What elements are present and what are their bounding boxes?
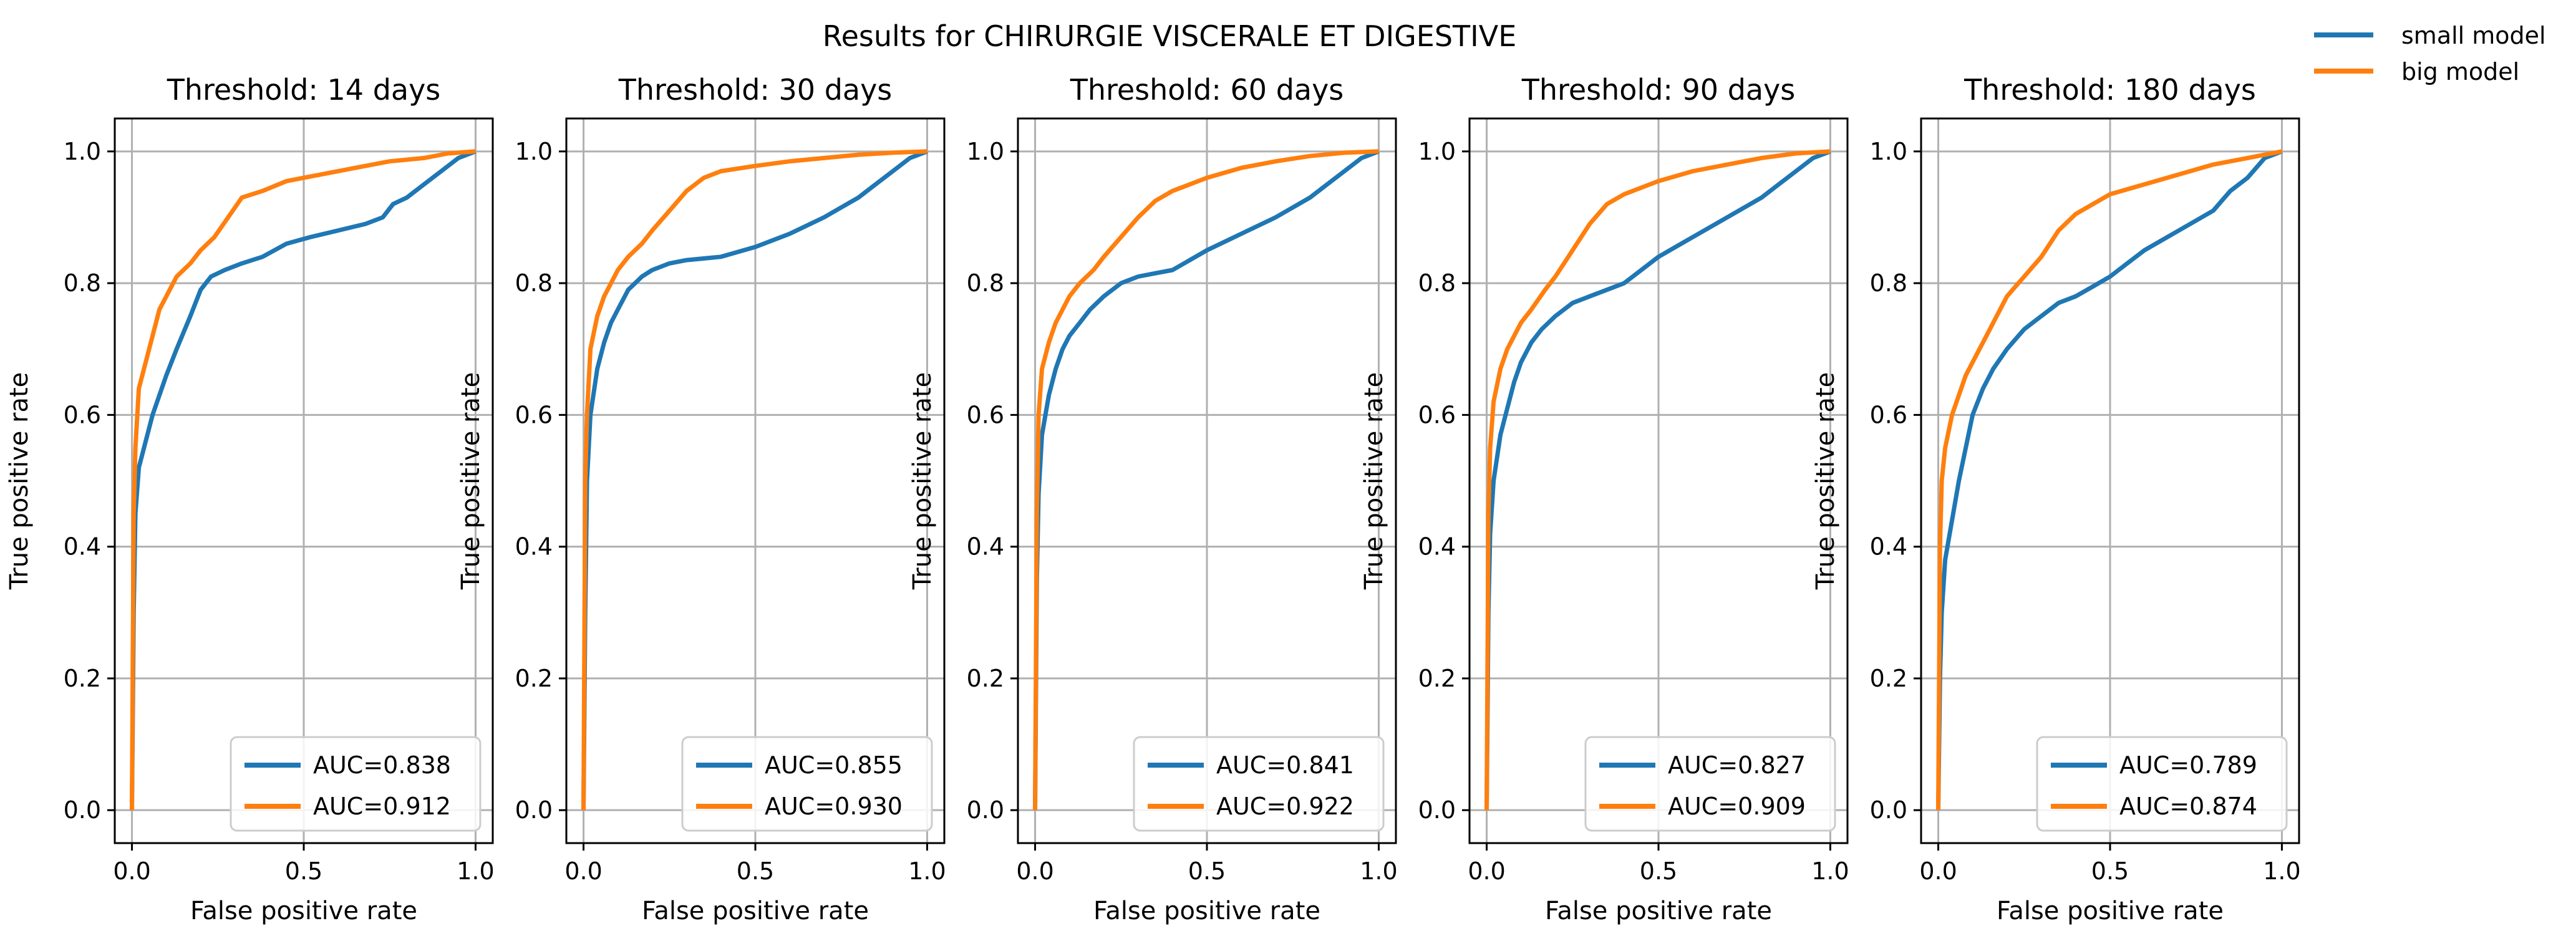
panel-legend: AUC=0.827 AUC=0.909 [1584, 736, 1836, 832]
x-tick-label: 0.0 [113, 857, 150, 885]
legend-big-auc: AUC=0.874 [2119, 793, 2257, 820]
x-tick-label: 0.0 [1016, 857, 1053, 885]
y-tick-label: 0.2 [1418, 665, 1456, 692]
y-tick-label: 0.6 [1418, 401, 1456, 428]
series-big-line [581, 149, 927, 811]
panel-legend: AUC=0.855 AUC=0.930 [681, 736, 933, 832]
series-big-line [130, 149, 476, 811]
y-tick-label: 1.0 [1870, 138, 1907, 165]
legend-small-auc: AUC=0.827 [1668, 751, 1806, 779]
series-small-line [1033, 149, 1380, 811]
series-small-line [581, 149, 928, 811]
y-tick-label: 0.2 [967, 665, 1004, 692]
y-axis-label: True positive rate [1360, 372, 1388, 591]
panel-legend: AUC=0.789 AUC=0.874 [2036, 736, 2288, 832]
series-big-line [1484, 149, 1831, 811]
legend-small-auc: AUC=0.855 [765, 751, 903, 779]
y-tick-label: 0.8 [515, 269, 553, 297]
series-small-line [130, 149, 477, 811]
y-axis-label: True positive rate [1811, 372, 1840, 591]
y-tick-label: 0.2 [515, 665, 553, 692]
x-tick-label: 1.0 [1360, 857, 1397, 885]
x-tick-label: 1.0 [2263, 857, 2300, 885]
x-axis-label: False positive rate [1997, 897, 2224, 925]
panels: 0.0 0.5 1.0 0.0 0.2 0.4 0.6 0.8 1.0 Threshold: 14… [5, 73, 2301, 925]
panel-title: Threshold: 30 days [618, 73, 893, 107]
series-small-line [1484, 149, 1831, 811]
y-tick-label: 1.0 [64, 138, 101, 165]
x-axis-label: False positive rate [190, 897, 417, 925]
series-small-line [1936, 149, 2283, 811]
x-axis-label: False positive rate [642, 897, 869, 925]
legend-small-auc: AUC=0.838 [313, 751, 451, 779]
panel-title: Threshold: 180 days [1963, 73, 2256, 107]
y-tick-label: 0.2 [64, 665, 101, 692]
x-tick-label: 0.0 [1468, 857, 1505, 885]
y-tick-label: 0.6 [967, 401, 1004, 428]
figure-legend-big-label: big model [2401, 58, 2519, 85]
x-tick-label: 0.5 [285, 857, 322, 885]
y-axis-label: True positive rate [5, 372, 34, 591]
x-axis-label: False positive rate [1093, 897, 1320, 925]
y-tick-label: 0.0 [1870, 796, 1907, 824]
legend-big-auc: AUC=0.912 [313, 793, 451, 820]
y-tick-label: 0.4 [967, 533, 1004, 561]
y-tick-label: 0.8 [1870, 269, 1907, 297]
x-tick-label: 0.5 [737, 857, 774, 885]
x-tick-label: 1.0 [908, 857, 946, 885]
series-big-line [1936, 149, 2283, 811]
roc-panel-2: 0.0 0.5 1.0 0.0 0.2 0.4 0.6 0.8 1.0 Threshold: 30… [457, 73, 946, 925]
x-tick-label: 0.5 [1640, 857, 1677, 885]
y-tick-label: 0.4 [515, 533, 553, 561]
panel-title: Threshold: 90 days [1521, 73, 1796, 107]
y-tick-label: 0.6 [515, 401, 553, 428]
figure-legend: small model big model [2314, 22, 2546, 85]
y-tick-label: 0.0 [515, 796, 553, 824]
x-axis-label: False positive rate [1545, 897, 1772, 925]
roc-panel-3: 0.0 0.5 1.0 0.0 0.2 0.4 0.6 0.8 1.0 Threshold: 60… [908, 73, 1398, 925]
figure-suptitle: Results for CHIRURGIE VISCERALE ET DIGES… [823, 19, 1517, 53]
y-tick-label: 0.2 [1870, 665, 1907, 692]
y-tick-label: 1.0 [967, 138, 1004, 165]
x-tick-label: 0.0 [1919, 857, 1957, 885]
x-tick-label: 0.0 [564, 857, 602, 885]
y-axis-label: True positive rate [908, 372, 937, 591]
y-tick-label: 0.4 [1418, 533, 1456, 561]
legend-small-auc: AUC=0.789 [2119, 751, 2257, 779]
roc-panel-4: 0.0 0.5 1.0 0.0 0.2 0.4 0.6 0.8 1.0 Threshold: 90… [1360, 73, 1849, 925]
legend-small-auc: AUC=0.841 [1216, 751, 1354, 779]
x-tick-label: 1.0 [1811, 857, 1849, 885]
series-big-line [1033, 149, 1379, 811]
legend-big-auc: AUC=0.922 [1216, 793, 1354, 820]
y-tick-label: 0.6 [64, 401, 101, 428]
y-tick-label: 0.0 [64, 796, 101, 824]
y-tick-label: 0.4 [1870, 533, 1907, 561]
panel-title: Threshold: 14 days [167, 73, 441, 107]
x-tick-label: 1.0 [457, 857, 494, 885]
y-tick-label: 0.6 [1870, 401, 1907, 428]
y-axis-label: True positive rate [457, 372, 485, 591]
y-tick-label: 1.0 [1418, 138, 1456, 165]
y-tick-label: 0.0 [967, 796, 1004, 824]
x-tick-label: 0.5 [1188, 857, 1226, 885]
roc-panel-5: 0.0 0.5 1.0 0.0 0.2 0.4 0.6 0.8 1.0 Threshold: 18… [1811, 73, 2301, 925]
legend-big-auc: AUC=0.930 [765, 793, 903, 820]
x-tick-label: 0.5 [2091, 857, 2129, 885]
y-tick-label: 0.8 [967, 269, 1004, 297]
y-tick-label: 0.4 [64, 533, 101, 561]
legend-big-auc: AUC=0.909 [1668, 793, 1806, 820]
roc-panel-1: 0.0 0.5 1.0 0.0 0.2 0.4 0.6 0.8 1.0 Threshold: 14… [5, 73, 495, 925]
y-tick-label: 1.0 [515, 138, 553, 165]
y-tick-label: 0.0 [1418, 796, 1456, 824]
panel-title: Threshold: 60 days [1070, 73, 1344, 107]
y-tick-label: 0.8 [1418, 269, 1456, 297]
panel-legend: AUC=0.841 AUC=0.922 [1133, 736, 1385, 832]
y-tick-label: 0.8 [64, 269, 101, 297]
figure-legend-small-label: small model [2401, 22, 2546, 49]
panel-legend: AUC=0.838 AUC=0.912 [230, 736, 482, 832]
